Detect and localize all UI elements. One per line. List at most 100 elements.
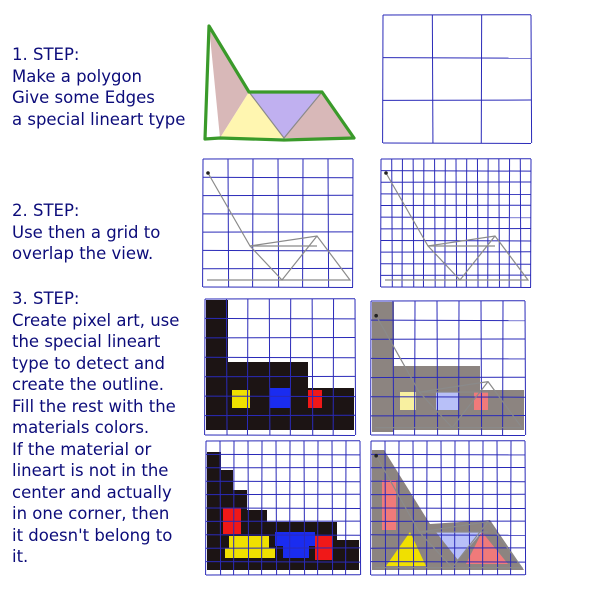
grid-line-vertical <box>524 440 527 576</box>
pixel-fill-yellow <box>229 536 269 548</box>
grid-line-horizontal <box>204 356 356 359</box>
wireframe-inner-edge <box>427 235 496 281</box>
pixel-fill-yellow <box>386 532 426 566</box>
empty-grid-view <box>382 14 533 144</box>
grid-line-horizontal <box>380 239 532 242</box>
grid-line-vertical <box>225 298 228 436</box>
pixel-fill-light-yellow <box>400 392 416 410</box>
wireframe-vertex <box>374 313 378 318</box>
grid-line-vertical <box>530 14 533 144</box>
step-3-line: center and actually <box>12 482 172 502</box>
face-pink-left <box>209 26 249 138</box>
step-3-line: materials colors. <box>12 418 150 437</box>
grid-line-vertical <box>277 158 280 288</box>
step-3-line: Fill the rest with the <box>12 396 176 416</box>
pixel-fill-black <box>207 452 221 570</box>
grid-line-vertical <box>354 298 357 436</box>
grid-line-horizontal <box>205 453 361 456</box>
grid-line-horizontal <box>204 395 356 398</box>
grid-line-horizontal <box>370 357 526 360</box>
grid-line-vertical <box>227 158 230 288</box>
grid-line-horizontal <box>204 317 356 320</box>
grid-line-vertical <box>524 300 527 436</box>
wireframe-inner-edge <box>249 235 318 281</box>
grid-line-vertical <box>268 298 271 436</box>
face-yellow <box>220 92 284 138</box>
grid-line-vertical <box>391 158 393 288</box>
step-2-line: overlap the view. <box>12 244 154 263</box>
pixel-fill-red <box>308 390 322 408</box>
pixel-fill-black <box>337 540 359 570</box>
pixel-fill-blue <box>270 388 290 408</box>
step-1-line: Give some Edges <box>12 88 155 107</box>
grid-line-vertical <box>480 300 483 436</box>
step-3-line: it doesn't belong to <box>12 525 173 545</box>
grid-line-horizontal <box>380 286 532 288</box>
pixel-art-outline-black <box>204 298 357 436</box>
wireframe-inner-edge <box>418 381 489 429</box>
grid-line-vertical <box>392 300 395 436</box>
step-2-heading: 2. STEP: <box>12 201 80 220</box>
grid-line-horizontal <box>382 57 532 59</box>
face-pink-right <box>284 92 354 138</box>
pixel-fill-gray <box>372 302 394 432</box>
wireframe-outline <box>207 172 352 281</box>
grid-line-vertical <box>455 158 458 288</box>
grid-line-horizontal <box>202 249 354 252</box>
grid-line-vertical <box>498 158 500 288</box>
grid-line-vertical <box>431 14 434 144</box>
grid-line-horizontal <box>370 480 526 483</box>
step-3-line: If the material or <box>12 439 152 459</box>
pixel-fill-light-blue <box>436 532 482 560</box>
grid-line-horizontal <box>205 534 361 536</box>
wireframe-fine-grid <box>380 158 532 288</box>
pixel-art-outline-gray <box>370 300 527 436</box>
grid-line-horizontal <box>202 213 354 215</box>
grid-line-horizontal <box>370 507 526 509</box>
step-2-line: Use then a grid to <box>12 222 161 242</box>
grid-line-horizontal <box>370 453 526 456</box>
step-3-line: Create pixel art, use <box>12 310 180 330</box>
wireframe-coarse-grid <box>202 158 354 288</box>
wireframe-outline <box>385 172 530 281</box>
grid-line-horizontal <box>202 176 354 179</box>
wireframe-inner-edge <box>418 521 489 569</box>
pixel-fill-black <box>206 300 228 430</box>
step-1-heading: 1. STEP: <box>12 45 80 64</box>
wireframe-outline <box>375 315 524 429</box>
grid-line-horizontal <box>205 480 361 483</box>
pixel-fill-yellow <box>232 390 250 408</box>
pixel-fill-yellow <box>225 548 275 558</box>
grid-line-horizontal <box>380 170 532 172</box>
grid-line-vertical <box>412 158 415 288</box>
grid-line-vertical <box>327 158 330 288</box>
step-1-line: Make a polygon <box>12 66 143 86</box>
step-3-line: the special lineart <box>12 332 161 351</box>
face-violet <box>249 92 322 138</box>
step-2-text: 2. STEP: Use then a grid to overlap the … <box>12 200 160 265</box>
pixel-fill-blue <box>275 532 315 546</box>
wireframe-vertex <box>206 171 210 175</box>
grid-line-horizontal <box>382 142 532 144</box>
pixel-art-colored <box>205 440 362 576</box>
grid-line-horizontal <box>370 396 526 398</box>
grid-line-horizontal <box>380 263 532 265</box>
grid-line-horizontal <box>370 561 526 563</box>
grid-line-horizontal <box>370 534 526 536</box>
grid-line-horizontal <box>205 561 361 563</box>
polygon-drawing <box>203 24 356 142</box>
step-3-line: type to detect and <box>12 353 165 373</box>
step-3-line: lineart is not in the <box>12 461 169 480</box>
step-3-text: 3. STEP: Create pixel art, use the speci… <box>12 288 179 568</box>
pixel-fill-light-blue <box>436 392 458 410</box>
grid-line-horizontal <box>205 507 361 509</box>
pixel-art-result <box>370 440 527 576</box>
step-3-line: in one corner, then <box>12 504 170 523</box>
step-1-line: a special lineart type <box>12 109 186 129</box>
step-1-text: 1. STEP: Make a polygon Give some Edges … <box>12 44 185 130</box>
grid-line-horizontal <box>370 319 526 322</box>
grid-line-horizontal <box>204 434 356 436</box>
grid-line-vertical <box>476 158 479 288</box>
wireframe-vertex <box>374 453 378 458</box>
wireframe-outline <box>375 455 524 569</box>
